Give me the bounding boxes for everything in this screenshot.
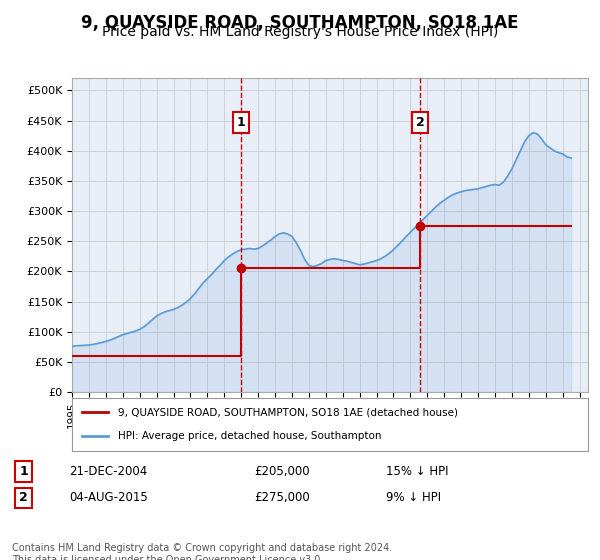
Text: £275,000: £275,000	[254, 492, 310, 505]
Text: 1: 1	[19, 465, 28, 478]
Text: Price paid vs. HM Land Registry's House Price Index (HPI): Price paid vs. HM Land Registry's House …	[102, 25, 498, 39]
Text: 1: 1	[236, 116, 245, 129]
Text: HPI: Average price, detached house, Southampton: HPI: Average price, detached house, Sout…	[118, 431, 382, 441]
Text: 9, QUAYSIDE ROAD, SOUTHAMPTON, SO18 1AE (detached house): 9, QUAYSIDE ROAD, SOUTHAMPTON, SO18 1AE …	[118, 408, 458, 418]
Text: 21-DEC-2004: 21-DEC-2004	[70, 465, 148, 478]
Text: 9% ↓ HPI: 9% ↓ HPI	[386, 492, 442, 505]
Text: 9, QUAYSIDE ROAD, SOUTHAMPTON, SO18 1AE: 9, QUAYSIDE ROAD, SOUTHAMPTON, SO18 1AE	[81, 14, 519, 32]
Text: £205,000: £205,000	[254, 465, 310, 478]
Text: 2: 2	[19, 492, 28, 505]
Text: 2: 2	[416, 116, 425, 129]
Text: Contains HM Land Registry data © Crown copyright and database right 2024.
This d: Contains HM Land Registry data © Crown c…	[12, 543, 392, 560]
Text: 04-AUG-2015: 04-AUG-2015	[70, 492, 148, 505]
Text: 15% ↓ HPI: 15% ↓ HPI	[386, 465, 449, 478]
